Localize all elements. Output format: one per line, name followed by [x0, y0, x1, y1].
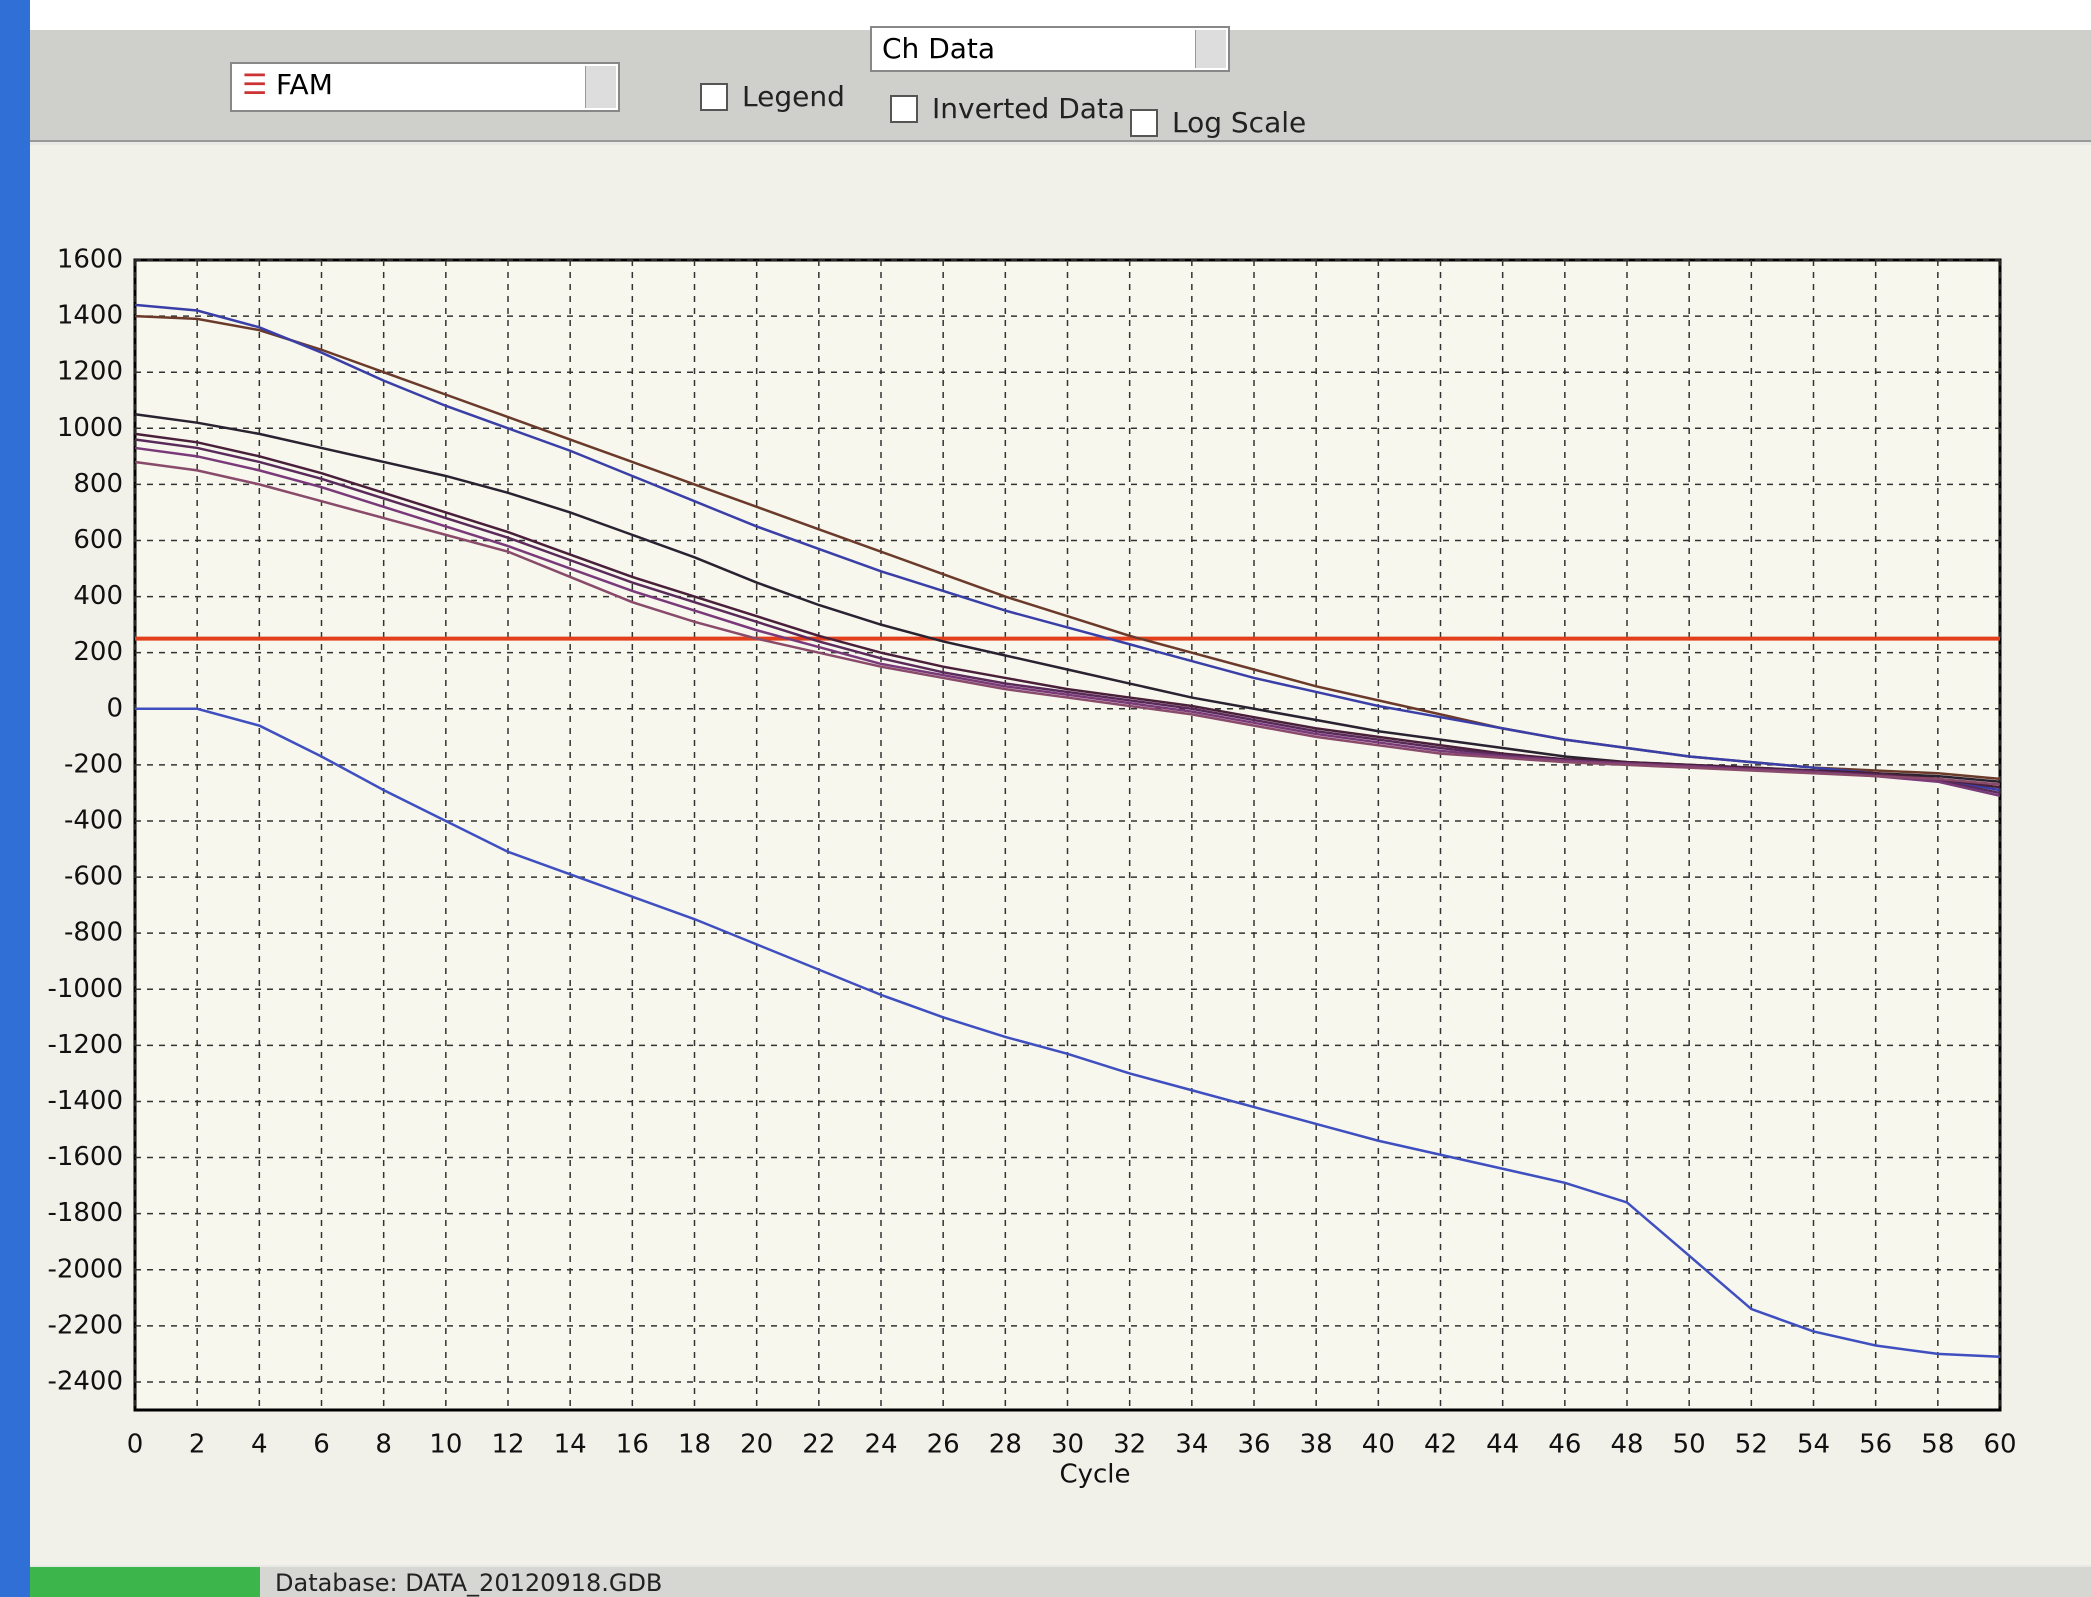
- x-tick-label: 10: [429, 1430, 462, 1460]
- dropdown-text: FAM: [276, 68, 333, 101]
- dropdown-text: Ch Data: [882, 32, 995, 65]
- x-tick-label: 60: [1983, 1430, 2016, 1460]
- x-tick-label: 38: [1300, 1430, 1333, 1460]
- x-tick-label: 36: [1237, 1430, 1270, 1460]
- checkbox-box[interactable]: [890, 95, 918, 123]
- x-tick-label: 54: [1797, 1430, 1830, 1460]
- y-tick-label: 400: [73, 581, 123, 611]
- y-tick-label: -2000: [47, 1254, 123, 1284]
- y-tick-label: -2200: [47, 1310, 123, 1340]
- y-tick-label: 1200: [57, 357, 123, 387]
- x-tick-label: 8: [375, 1430, 392, 1460]
- x-tick-label: 24: [864, 1430, 897, 1460]
- x-axis-label: Cycle: [1059, 1460, 1130, 1490]
- y-tick-label: 200: [73, 637, 123, 667]
- x-tick-label: 48: [1610, 1430, 1643, 1460]
- status-text: Database: DATA_20120918.GDB: [275, 1569, 662, 1597]
- x-tick-label: 12: [491, 1430, 524, 1460]
- x-tick-label: 16: [616, 1430, 649, 1460]
- x-tick-label: 40: [1362, 1430, 1395, 1460]
- x-tick-label: 52: [1735, 1430, 1768, 1460]
- application-window: Ch Data ☰ FAM Legend Inverted Data Log S…: [30, 0, 2091, 1597]
- status-bar: Database: DATA_20120918.GDB: [30, 1567, 2091, 1597]
- x-tick-label: 26: [927, 1430, 960, 1460]
- channel-dropdown[interactable]: ☰ FAM: [230, 62, 620, 112]
- dropdown-button[interactable]: [1195, 30, 1226, 68]
- x-tick-label: 58: [1921, 1430, 1954, 1460]
- y-tick-label: -1000: [47, 974, 123, 1004]
- checkbox-box[interactable]: [1130, 109, 1158, 137]
- y-tick-label: -400: [64, 805, 123, 835]
- x-tick-label: 2: [189, 1430, 206, 1460]
- x-tick-label: 30: [1051, 1430, 1084, 1460]
- y-tick-label: 1000: [57, 413, 123, 443]
- y-tick-label: -800: [64, 918, 123, 948]
- y-tick-label: 1400: [57, 301, 123, 331]
- y-tick-label: -1400: [47, 1086, 123, 1116]
- status-indicator: [30, 1567, 260, 1597]
- data-view-dropdown[interactable]: Ch Data: [870, 26, 1230, 72]
- y-tick-label: -600: [64, 862, 123, 892]
- y-tick-label: 1600: [57, 245, 123, 275]
- y-tick-label: 800: [73, 469, 123, 499]
- toolbar: Ch Data ☰ FAM Legend Inverted Data Log S…: [30, 30, 2091, 142]
- x-tick-label: 44: [1486, 1430, 1519, 1460]
- x-tick-label: 22: [802, 1430, 835, 1460]
- page: Ch Data ☰ FAM Legend Inverted Data Log S…: [0, 0, 2091, 1597]
- checkbox[interactable]: Legend: [700, 80, 845, 113]
- x-tick-label: 4: [251, 1430, 268, 1460]
- y-tick-label: -1800: [47, 1198, 123, 1228]
- x-tick-label: 28: [989, 1430, 1022, 1460]
- checkbox-label: Log Scale: [1172, 106, 1306, 139]
- checkbox[interactable]: Log Scale: [1130, 106, 1306, 139]
- x-tick-label: 46: [1548, 1430, 1581, 1460]
- x-tick-label: 20: [740, 1430, 773, 1460]
- y-tick-label: -200: [64, 749, 123, 779]
- channel-icon: ☰: [242, 68, 267, 101]
- checkbox[interactable]: Inverted Data: [890, 92, 1125, 125]
- x-tick-label: 50: [1673, 1430, 1706, 1460]
- x-tick-label: 6: [313, 1430, 330, 1460]
- chart: Cycle -2400-2200-2000-1800-1600-1400-120…: [30, 145, 2091, 1565]
- dropdown-button[interactable]: [585, 66, 616, 108]
- x-tick-label: 14: [554, 1430, 587, 1460]
- y-tick-label: -2400: [47, 1366, 123, 1396]
- y-tick-label: 0: [106, 693, 123, 723]
- checkbox-box[interactable]: [700, 83, 728, 111]
- x-tick-label: 56: [1859, 1430, 1892, 1460]
- y-tick-label: -1600: [47, 1142, 123, 1172]
- x-tick-label: 34: [1175, 1430, 1208, 1460]
- x-tick-label: 18: [678, 1430, 711, 1460]
- y-tick-label: -1200: [47, 1030, 123, 1060]
- x-tick-label: 32: [1113, 1430, 1146, 1460]
- checkbox-label: Inverted Data: [932, 92, 1125, 125]
- x-tick-label: 0: [127, 1430, 144, 1460]
- x-tick-label: 42: [1424, 1430, 1457, 1460]
- checkbox-label: Legend: [742, 80, 845, 113]
- y-tick-label: 600: [73, 525, 123, 555]
